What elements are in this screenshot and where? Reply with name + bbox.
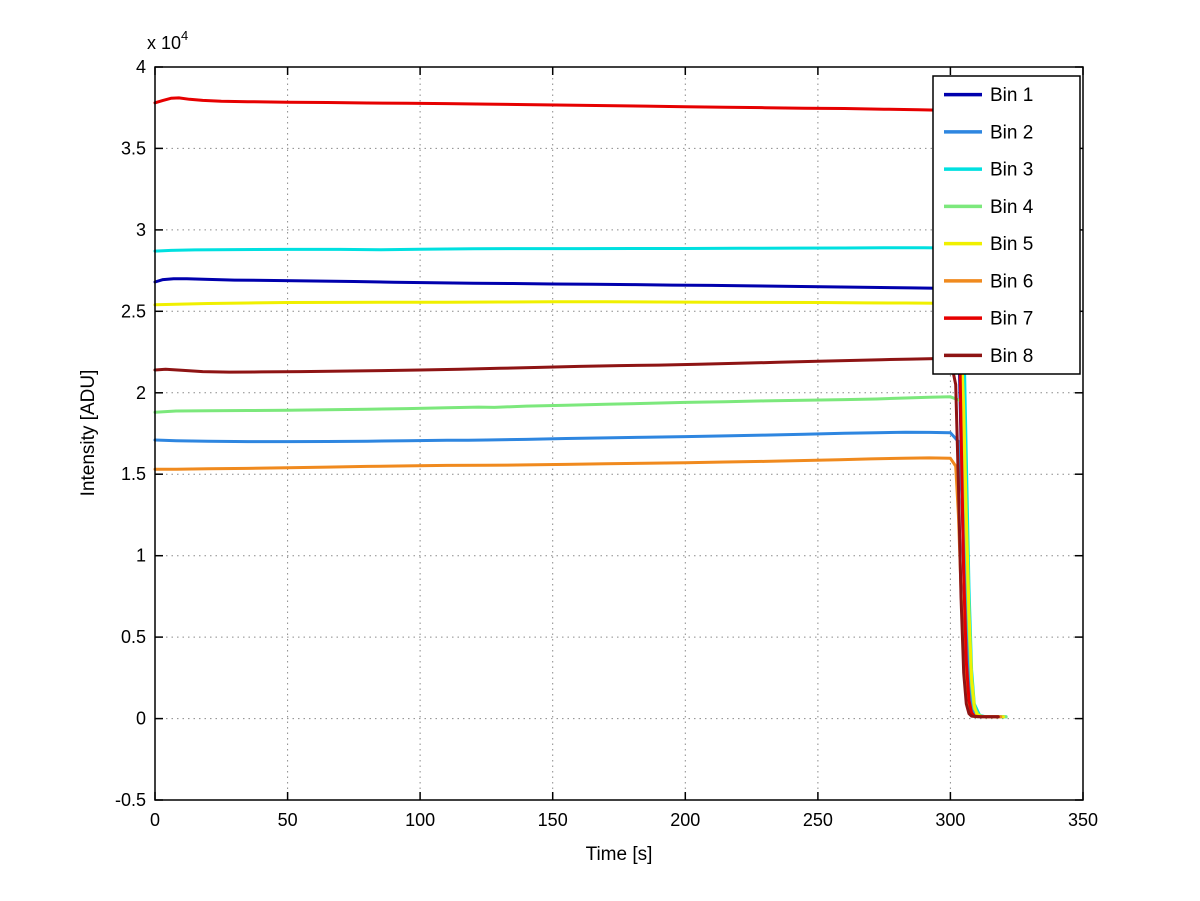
x-tick-label: 150 xyxy=(538,810,568,830)
x-tick-label: 250 xyxy=(803,810,833,830)
x-axis-label: Time [s] xyxy=(586,844,653,865)
x-tick-label: 50 xyxy=(278,810,298,830)
legend-label-bin-4: Bin 4 xyxy=(990,197,1034,218)
y-tick-label: 3.5 xyxy=(121,138,146,158)
series-line-bin-2 xyxy=(153,430,1005,719)
exponent-superscript: 4 xyxy=(181,28,188,43)
legend-label-bin-3: Bin 3 xyxy=(990,160,1033,181)
y-axis-exponent-label: x 104 xyxy=(147,28,188,53)
y-tick-label: 3 xyxy=(136,220,146,240)
y-tick-label: 0 xyxy=(136,709,146,729)
series-line-bin-1 xyxy=(153,277,1005,719)
series-line-bin-3 xyxy=(153,246,1008,719)
y-tick-label: 2.5 xyxy=(121,301,146,321)
axes-box xyxy=(154,66,1084,801)
series-line-bin-4 xyxy=(153,395,1008,719)
x-tick-label: 300 xyxy=(935,810,965,830)
y-tick-label: -0.5 xyxy=(115,790,146,810)
legend-label-bin-7: Bin 7 xyxy=(990,309,1033,330)
y-tick-label: 2 xyxy=(136,383,146,403)
legend-label-bin-5: Bin 5 xyxy=(990,234,1033,255)
series-line-bin-8 xyxy=(153,357,1000,719)
y-tick-label: 0.5 xyxy=(121,627,146,647)
y-tick-label: 1.5 xyxy=(121,464,146,484)
legend-label-bin-6: Bin 6 xyxy=(990,271,1033,292)
y-tick-label: 4 xyxy=(136,57,146,77)
x-tick-label: 350 xyxy=(1068,810,1098,830)
y-tick-label: 1 xyxy=(136,546,146,566)
exponent-prefix: x 10 xyxy=(147,33,181,53)
series-line-bin-6 xyxy=(153,456,1003,719)
x-tick-label: 100 xyxy=(405,810,435,830)
legend-box xyxy=(932,75,1081,375)
legend-label-bin-2: Bin 2 xyxy=(990,122,1033,143)
series-line-bin-5 xyxy=(153,300,1005,719)
chart-generated-layers: 0 50 100 150 200 250 300 350-0.500.511.522.533.… xyxy=(115,57,1098,830)
x-tick-label: 0 xyxy=(150,810,160,830)
legend-label-bin-8: Bin 8 xyxy=(990,346,1033,367)
legend-label-bin-1: Bin 1 xyxy=(990,85,1033,106)
y-axis-label: Intensity [ADU] xyxy=(78,370,99,497)
x-tick-label: 200 xyxy=(670,810,700,830)
series-line-bin-7 xyxy=(153,96,1000,719)
